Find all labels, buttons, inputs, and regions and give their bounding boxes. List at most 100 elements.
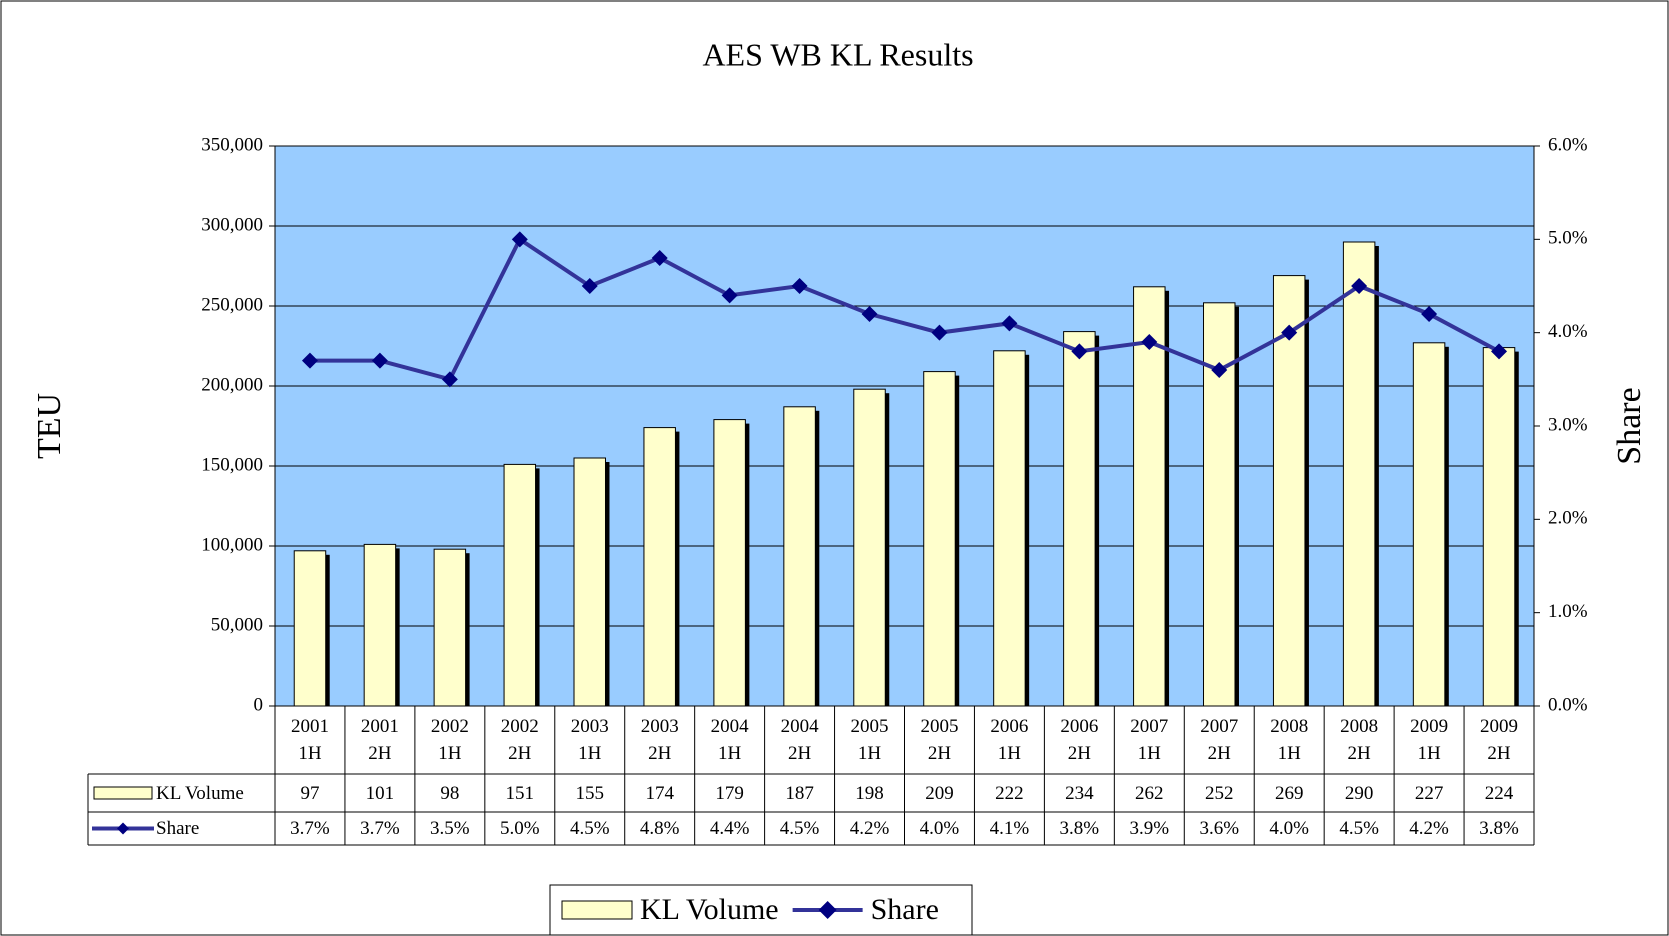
y2-tick-label: 3.0% <box>1548 414 1588 435</box>
x-tick-label: 2007 2H <box>1200 716 1239 764</box>
marker <box>791 278 808 294</box>
data-label: 209 <box>925 782 954 804</box>
y2-tick-label: 1.0% <box>1548 601 1588 622</box>
data-label: 101 <box>365 782 395 804</box>
y-tick-label: 150,000 <box>201 454 263 475</box>
data-label: 227 <box>1414 782 1444 804</box>
x-tick-label: 2001 2H <box>360 716 399 764</box>
data-label: 187 <box>785 782 814 804</box>
table-row-label: Share <box>156 818 200 839</box>
marker <box>1001 315 1018 332</box>
data-label: 3.6% <box>1199 818 1240 839</box>
bar <box>433 548 467 707</box>
x-tick-label: 2003 1H <box>570 716 609 764</box>
bar <box>363 543 397 707</box>
data-label: 3.5% <box>430 818 470 839</box>
x-tick-label: 2007 1H <box>1130 716 1169 764</box>
marker <box>931 324 948 341</box>
data-label: 5.0% <box>500 818 540 839</box>
data-label: 4.2% <box>1409 818 1449 839</box>
legend-label: Share <box>871 893 939 926</box>
marker <box>511 231 528 248</box>
data-label: 269 <box>1274 782 1304 804</box>
x-tick-label: 2001 1H <box>290 716 329 764</box>
y-tick-label: 250,000 <box>201 294 263 315</box>
line <box>309 236 1500 382</box>
data-label: 290 <box>1344 782 1374 804</box>
y2-tick-label: 0.0% <box>1548 694 1588 715</box>
bar <box>1412 342 1446 707</box>
x-tick-label: 2009 1H <box>1410 716 1449 764</box>
data-label: 234 <box>1065 782 1094 804</box>
x-tick-label: 2006 2H <box>1060 716 1099 764</box>
bar <box>993 350 1026 707</box>
marker <box>861 306 878 322</box>
marker <box>371 352 388 369</box>
bar <box>1342 241 1376 707</box>
data-label: 3.8% <box>1479 818 1519 839</box>
data-label: 3.9% <box>1129 818 1170 839</box>
bar <box>1133 286 1166 707</box>
bar <box>503 463 537 707</box>
data-label: 4.0% <box>1269 818 1309 839</box>
marker <box>1421 306 1438 322</box>
bar <box>853 388 886 707</box>
y2-axis-title: Share <box>1611 387 1648 464</box>
data-label: 224 <box>1484 782 1514 804</box>
bar <box>1482 347 1516 707</box>
marker <box>1491 343 1508 360</box>
data-label: 4.4% <box>709 818 750 839</box>
data-label: 262 <box>1135 782 1164 804</box>
data-label: 97 <box>300 782 320 804</box>
data-label: 4.5% <box>1339 818 1379 839</box>
y-tick-label: 50,000 <box>211 614 263 635</box>
data-label: 3.7% <box>290 818 330 839</box>
table-row-label: KL Volume <box>156 782 244 804</box>
x-tick-label: 2004 2H <box>780 716 819 764</box>
x-tick-label: 2006 1H <box>990 716 1029 764</box>
x-tick-label: 2009 2H <box>1480 716 1519 764</box>
y-tick-label: 100,000 <box>201 534 263 555</box>
plot-area <box>274 145 1535 707</box>
x-tick-label: 2002 1H <box>430 716 469 764</box>
y-tick-label: 200,000 <box>201 374 263 395</box>
data-label: 3.7% <box>360 818 400 839</box>
data-label: 198 <box>855 782 884 804</box>
x-tick-label: 2002 2H <box>500 716 539 764</box>
x-tick-label: 2005 2H <box>920 716 959 764</box>
table-legend-key <box>93 786 153 800</box>
data-label: 4.8% <box>639 818 680 839</box>
data-label: 3.8% <box>1059 818 1100 839</box>
y2-tick-label: 6.0% <box>1548 134 1588 155</box>
bar <box>643 427 676 707</box>
data-label: 4.0% <box>919 818 960 839</box>
marker <box>1281 324 1298 341</box>
data-label: 4.5% <box>569 818 610 839</box>
legend-key <box>818 901 837 919</box>
data-label: 151 <box>505 782 535 804</box>
marker <box>441 371 458 388</box>
bar <box>293 550 327 707</box>
bar <box>783 406 816 707</box>
legend-key <box>561 900 633 920</box>
chart-title: AES WB KL Results <box>702 36 973 72</box>
bar <box>923 371 956 707</box>
x-tick-label: 2004 1H <box>710 716 749 764</box>
x-tick-label: 2008 1H <box>1270 716 1309 764</box>
x-tick-label: 2003 2H <box>640 716 679 764</box>
table-legend-key <box>117 822 129 835</box>
marker <box>1071 343 1088 360</box>
y-tick-label: 350,000 <box>201 134 263 155</box>
y-tick-label: 0 <box>254 694 264 715</box>
data-label: 98 <box>440 782 460 804</box>
x-tick-label: 2005 1H <box>850 716 889 764</box>
bar <box>573 457 606 707</box>
data-label: 179 <box>715 782 744 804</box>
data-label: 4.1% <box>989 818 1030 839</box>
data-label: 4.5% <box>779 818 820 839</box>
marker <box>1211 362 1228 378</box>
x-tick-label: 2008 2H <box>1340 716 1379 764</box>
marker <box>1141 334 1158 350</box>
